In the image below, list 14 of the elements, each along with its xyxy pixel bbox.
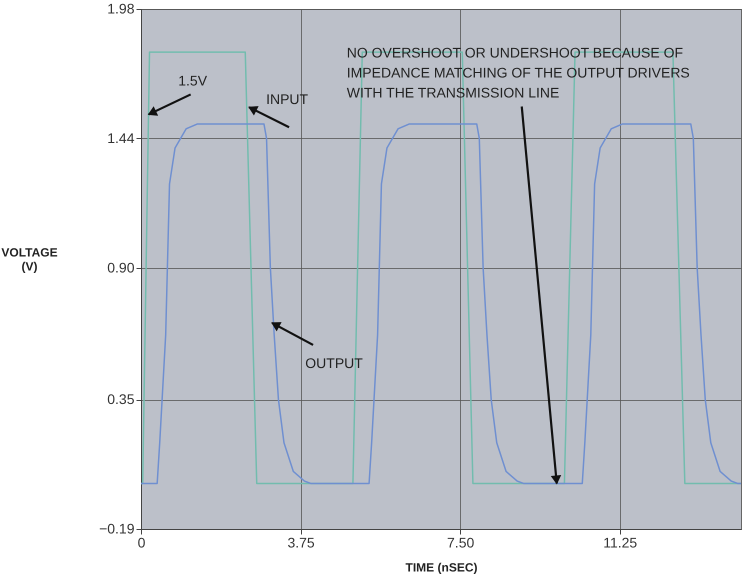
x-axis-title: TIME (nSEC) [406, 560, 478, 574]
y-tick-label: 1.44 [107, 130, 135, 146]
y-tick-label: 0.90 [107, 259, 135, 276]
x-tick-label: 0 [138, 534, 146, 550]
x-tick-label: 11.25 [603, 534, 638, 550]
x-tick-label: 7.50 [447, 534, 474, 550]
y-axis-title: VOLTAGE (V) [1, 246, 58, 274]
annotation: 1.5V [178, 72, 208, 88]
y-tick-label: 0.35 [107, 391, 135, 408]
annotation: OUTPUT [305, 354, 364, 371]
x-tick-label: 3.75 [287, 534, 315, 550]
line-series [140, 123, 742, 484]
y-tick-label: −0.19 [99, 520, 135, 536]
y-tick-label: 1.98 [107, 0, 135, 16]
